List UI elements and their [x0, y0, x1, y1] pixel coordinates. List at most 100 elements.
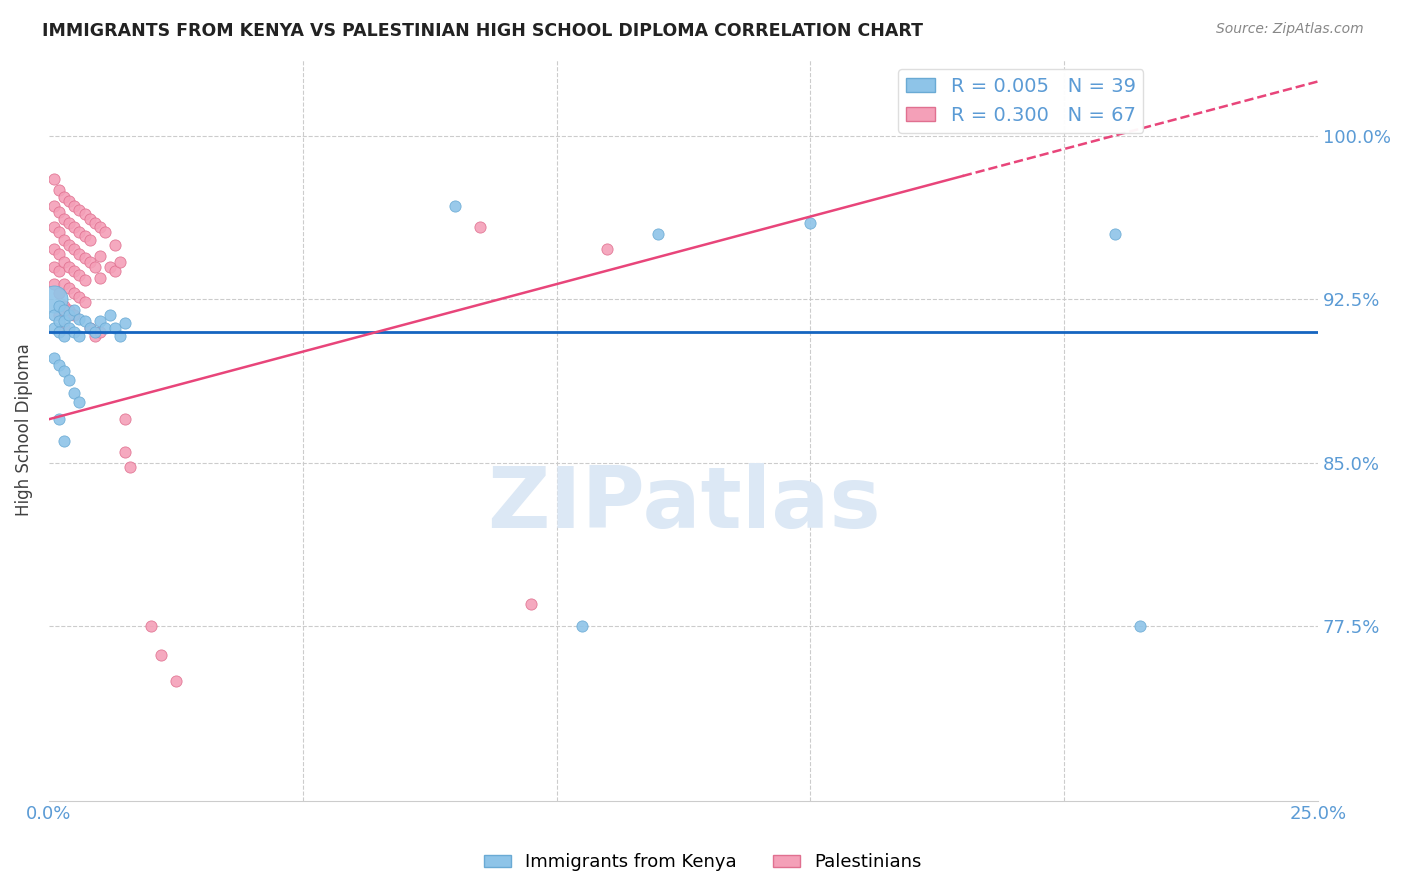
Legend: Immigrants from Kenya, Palestinians: Immigrants from Kenya, Palestinians [477, 847, 929, 879]
Point [63, 386, 86, 401]
Point [83, 329, 105, 343]
Point [48, 325, 70, 339]
Point [63, 285, 86, 300]
Point [571, 619, 593, 633]
Point [58, 303, 80, 318]
Point [94, 320, 117, 334]
Point [42, 260, 65, 274]
Point [67, 225, 90, 239]
Point [53, 277, 76, 291]
Point [79, 211, 101, 226]
Point [89, 314, 111, 328]
Point [120, 460, 142, 475]
Point [89, 270, 111, 285]
Point [58, 216, 80, 230]
Point [42, 351, 65, 366]
Point [83, 216, 105, 230]
Point [79, 320, 101, 334]
Point [67, 312, 90, 326]
Point [63, 308, 86, 322]
Point [48, 358, 70, 372]
Point [63, 303, 86, 318]
Point [108, 329, 131, 343]
Point [470, 220, 492, 235]
Point [58, 373, 80, 387]
Point [67, 329, 90, 343]
Point [53, 434, 76, 448]
Y-axis label: High School Diploma: High School Diploma [15, 343, 32, 516]
Point [596, 242, 619, 256]
Point [63, 264, 86, 278]
Point [83, 325, 105, 339]
Point [42, 199, 65, 213]
Point [53, 303, 76, 318]
Point [1104, 227, 1126, 241]
Point [42, 308, 65, 322]
Point [42, 320, 65, 334]
Point [48, 205, 70, 219]
Point [58, 238, 80, 252]
Point [104, 320, 127, 334]
Point [520, 598, 543, 612]
Point [165, 673, 187, 688]
Point [53, 320, 76, 334]
Point [114, 445, 136, 459]
Point [42, 220, 65, 235]
Point [53, 255, 76, 269]
Point [94, 225, 117, 239]
Point [48, 412, 70, 426]
Point [73, 229, 96, 244]
Point [53, 329, 76, 343]
Point [799, 216, 821, 230]
Text: ZIPatlas: ZIPatlas [486, 463, 880, 546]
Point [89, 220, 111, 235]
Point [79, 255, 101, 269]
Point [63, 220, 86, 235]
Point [73, 314, 96, 328]
Point [73, 207, 96, 221]
Point [67, 268, 90, 283]
Point [79, 320, 101, 334]
Point [139, 619, 162, 633]
Point [73, 251, 96, 265]
Point [79, 234, 101, 248]
Point [48, 299, 70, 313]
Point [67, 394, 90, 409]
Point [98, 260, 121, 274]
Point [149, 648, 172, 662]
Point [83, 260, 105, 274]
Point [48, 264, 70, 278]
Point [58, 281, 80, 295]
Point [48, 285, 70, 300]
Text: IMMIGRANTS FROM KENYA VS PALESTINIAN HIGH SCHOOL DIPLOMA CORRELATION CHART: IMMIGRANTS FROM KENYA VS PALESTINIAN HIG… [42, 22, 924, 40]
Point [647, 227, 669, 241]
Point [48, 225, 70, 239]
Point [104, 238, 127, 252]
Point [114, 412, 136, 426]
Point [58, 308, 80, 322]
Point [53, 299, 76, 313]
Point [89, 325, 111, 339]
Point [89, 249, 111, 263]
Point [63, 199, 86, 213]
Point [108, 255, 131, 269]
Point [444, 199, 467, 213]
Point [58, 320, 80, 334]
Point [67, 246, 90, 260]
Point [67, 202, 90, 217]
Point [42, 242, 65, 256]
Point [53, 234, 76, 248]
Point [114, 316, 136, 330]
Point [48, 183, 70, 197]
Point [42, 277, 65, 291]
Point [58, 194, 80, 209]
Point [67, 290, 90, 304]
Point [104, 264, 127, 278]
Point [53, 211, 76, 226]
Point [48, 314, 70, 328]
Point [42, 172, 65, 186]
Point [1129, 619, 1152, 633]
Legend: R = 0.005   N = 39, R = 0.300   N = 67: R = 0.005 N = 39, R = 0.300 N = 67 [898, 70, 1143, 133]
Point [53, 314, 76, 328]
Point [98, 308, 121, 322]
